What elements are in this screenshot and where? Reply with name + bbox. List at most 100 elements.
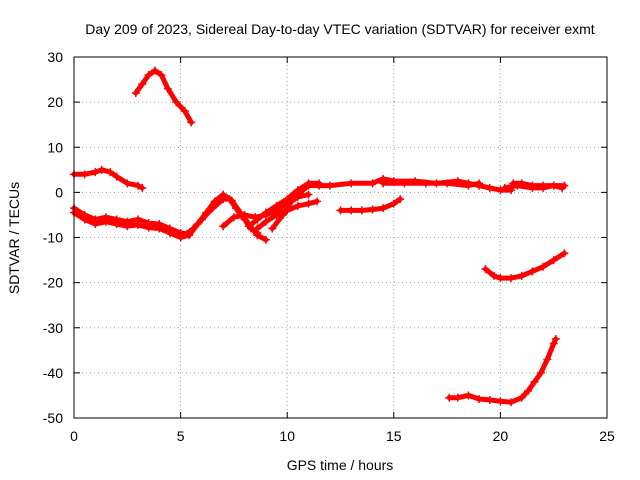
- data-point: [261, 208, 270, 217]
- data-point: [157, 71, 166, 80]
- grid-layer: [74, 57, 607, 418]
- data-point: [528, 181, 537, 190]
- data-point: [500, 183, 509, 192]
- data-point: [421, 179, 430, 188]
- data-point: [253, 224, 262, 233]
- data-point: [509, 179, 518, 188]
- y-tick-label: 0: [55, 184, 63, 200]
- data-point: [253, 215, 262, 224]
- data-point: [543, 355, 552, 364]
- data-point: [517, 271, 526, 280]
- y-tick-label: -40: [43, 365, 63, 381]
- data-point: [272, 201, 281, 210]
- tick-layer: 0 5 10 15 20 25 -50 -40 -30 -20 -10 0 10 20 30: [43, 49, 615, 444]
- data-point: [219, 190, 228, 199]
- data-point: [219, 222, 228, 231]
- y-tick-label: 20: [47, 94, 63, 110]
- x-tick-label: 25: [599, 428, 615, 444]
- data-point: [304, 181, 313, 190]
- data-point: [368, 179, 377, 188]
- data-point: [133, 181, 142, 190]
- data-point: [379, 179, 388, 188]
- data-point: [131, 89, 140, 98]
- chart-title: Day 209 of 2023, Sidereal Day-to-day VTE…: [85, 21, 594, 37]
- data-point: [485, 183, 494, 192]
- x-tick-label: 5: [177, 428, 185, 444]
- data-point: [210, 197, 219, 206]
- data-point: [368, 205, 377, 214]
- data-point: [453, 393, 462, 402]
- data-point: [172, 98, 181, 107]
- data-point: [133, 220, 142, 229]
- data-point: [560, 249, 569, 258]
- data-point: [507, 274, 516, 283]
- data-point: [490, 271, 499, 280]
- data-point: [313, 197, 322, 206]
- data-point: [347, 179, 356, 188]
- data-point: [325, 181, 334, 190]
- data-point: [336, 206, 345, 215]
- data-point: [443, 179, 452, 188]
- data-point: [261, 217, 270, 226]
- data-point: [507, 398, 516, 407]
- data-point: [91, 219, 100, 228]
- data-point: [80, 215, 89, 224]
- y-tick-label: -20: [43, 275, 63, 291]
- data-point: [551, 335, 560, 344]
- data-point: [481, 265, 490, 274]
- data-point: [379, 204, 388, 213]
- data-point: [530, 377, 539, 386]
- data-point: [163, 84, 172, 93]
- data-point: [293, 201, 302, 210]
- y-tick-label: -50: [43, 410, 63, 426]
- data-point: [227, 196, 236, 205]
- data-point: [485, 395, 494, 404]
- data-point: [123, 222, 132, 231]
- data-point: [185, 231, 194, 240]
- data-point: [400, 179, 409, 188]
- y-tick-label: 30: [47, 49, 63, 65]
- x-tick-label: 20: [493, 428, 509, 444]
- data-point: [240, 210, 249, 219]
- y-tick-label: -10: [43, 230, 63, 246]
- data-point: [549, 181, 558, 190]
- data-point: [347, 206, 356, 215]
- data-point: [549, 256, 558, 265]
- data-point: [539, 181, 548, 190]
- data-point: [357, 206, 366, 215]
- x-tick-label: 15: [386, 428, 402, 444]
- y-tick-label: -30: [43, 320, 63, 336]
- data-point: [253, 231, 262, 240]
- data-point: [187, 118, 196, 127]
- data-point: [144, 71, 153, 80]
- x-tick-label: 0: [70, 428, 78, 444]
- data-point: [464, 391, 473, 400]
- data-point: [244, 222, 253, 231]
- data-point: [496, 274, 505, 283]
- data-point: [389, 199, 398, 208]
- data-point: [295, 188, 304, 197]
- data-point: [278, 210, 287, 219]
- data-point: [101, 217, 110, 226]
- x-tick-label: 10: [279, 428, 295, 444]
- data-point: [549, 339, 558, 348]
- y-tick-label: 10: [47, 139, 63, 155]
- data-point: [475, 395, 484, 404]
- data-point: [283, 195, 292, 204]
- data-point: [176, 233, 185, 242]
- data-point: [445, 393, 454, 402]
- x-axis-label: GPS time / hours: [287, 457, 394, 473]
- data-point: [123, 179, 132, 188]
- data-point: [112, 219, 121, 228]
- data-point: [229, 213, 238, 222]
- data-point: [475, 179, 484, 188]
- data-point: [496, 186, 505, 195]
- data-point: [539, 262, 548, 271]
- data-point: [180, 107, 189, 116]
- data-point: [268, 224, 277, 233]
- data-point: [287, 197, 296, 206]
- data-point: [396, 195, 405, 204]
- data-point: [151, 66, 160, 75]
- data-point: [193, 219, 202, 228]
